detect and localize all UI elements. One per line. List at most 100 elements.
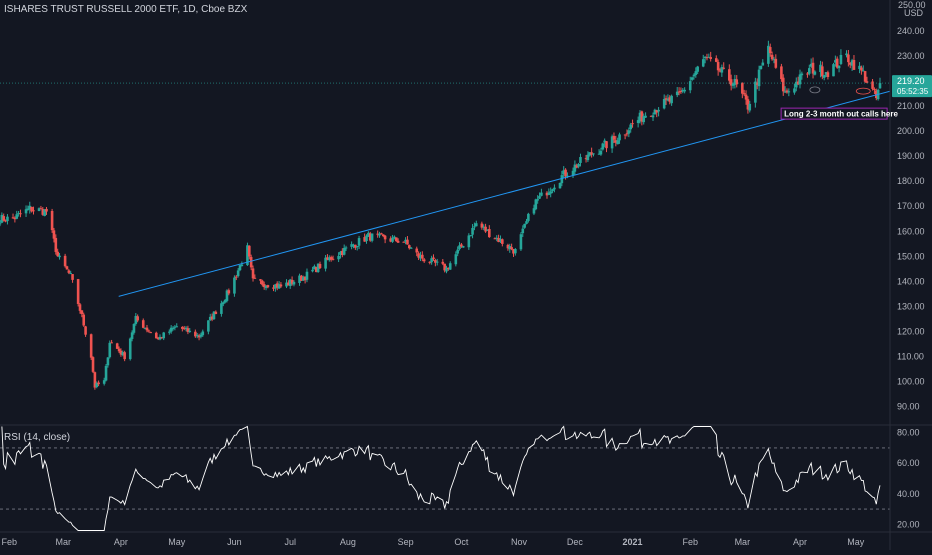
candle-body	[772, 58, 776, 60]
candle-body	[631, 123, 634, 125]
candle-body	[404, 239, 407, 242]
candle-body	[292, 281, 296, 285]
candle-body	[480, 223, 484, 228]
candle-body	[432, 257, 435, 259]
month-tick-label: May	[168, 537, 186, 547]
candle-body	[579, 157, 582, 163]
candle	[288, 278, 292, 289]
candle-body	[65, 266, 69, 270]
candle	[728, 64, 731, 85]
candle-body	[808, 68, 811, 74]
candle-body	[819, 64, 822, 73]
candle-body	[532, 208, 536, 214]
candle-body	[787, 91, 791, 93]
candle-body	[501, 239, 504, 244]
candle-body	[141, 320, 145, 328]
candle	[104, 364, 108, 382]
candle-body	[76, 279, 80, 304]
candle	[480, 221, 484, 230]
candle-body	[767, 45, 770, 64]
candle	[199, 332, 203, 339]
candle-body	[32, 210, 35, 212]
candle	[292, 280, 296, 287]
candle	[486, 229, 489, 231]
candle-body	[158, 336, 162, 340]
candle	[603, 138, 606, 148]
rsi-tick-label: 80.00	[897, 428, 920, 438]
candle	[610, 134, 614, 153]
candle-body	[597, 153, 601, 155]
candle	[720, 64, 724, 77]
candle	[324, 255, 327, 272]
candle-body	[514, 249, 517, 254]
candle-body	[123, 352, 126, 360]
candle	[701, 54, 705, 68]
candle-body	[221, 302, 225, 305]
candle	[417, 251, 420, 261]
candle	[277, 281, 281, 289]
candle	[824, 72, 828, 77]
candle	[175, 323, 179, 328]
candle-body	[484, 226, 487, 232]
candle-body	[649, 115, 653, 117]
candle	[329, 255, 333, 262]
candle	[592, 153, 595, 157]
candle	[208, 313, 212, 321]
candle	[415, 246, 419, 257]
candle-body	[4, 220, 7, 222]
candle-body	[707, 56, 711, 58]
candle	[768, 43, 772, 57]
candle	[848, 62, 852, 69]
candle-body	[748, 103, 752, 111]
candle	[614, 135, 618, 147]
price-tick-label: 160.00	[897, 226, 925, 236]
candle-body	[564, 169, 567, 177]
candle-body	[41, 209, 45, 215]
candle-body	[210, 316, 214, 320]
candle-body	[434, 260, 437, 263]
candle-body	[227, 290, 231, 294]
candle	[121, 350, 125, 357]
candle-body	[603, 140, 606, 143]
candle	[742, 89, 746, 97]
candle	[30, 206, 33, 213]
candle	[798, 69, 802, 89]
candle	[837, 65, 841, 73]
candle-body	[422, 259, 426, 262]
candle	[690, 76, 694, 82]
candle-body	[275, 283, 279, 288]
candle	[19, 209, 22, 218]
candle	[223, 299, 227, 304]
candle	[279, 282, 283, 288]
candle	[822, 74, 826, 81]
candle	[540, 188, 543, 197]
candle-body	[612, 135, 616, 140]
candle-body	[863, 71, 867, 82]
candle-body	[813, 71, 817, 75]
candle-body	[54, 238, 58, 252]
candle	[675, 86, 679, 98]
candle	[499, 235, 502, 244]
candle-body	[832, 64, 835, 77]
candle-body	[605, 141, 608, 149]
candle	[558, 182, 562, 189]
candle	[800, 71, 804, 80]
candle-body	[173, 326, 177, 328]
candle-body	[688, 81, 692, 91]
candle-body	[194, 331, 197, 337]
candle-body	[186, 328, 190, 333]
candle-body	[616, 140, 619, 145]
candle	[54, 234, 58, 255]
candle-body	[486, 229, 489, 231]
candle-body	[287, 282, 290, 286]
candle-body	[590, 152, 593, 155]
candle-body	[755, 82, 759, 85]
candle-body	[279, 284, 283, 287]
candle	[39, 205, 43, 210]
currency-label: USD	[904, 8, 924, 18]
candle	[2, 213, 6, 222]
price-tick-label: 250.00	[898, 0, 926, 10]
candle	[618, 132, 621, 144]
candle-body	[683, 89, 686, 92]
